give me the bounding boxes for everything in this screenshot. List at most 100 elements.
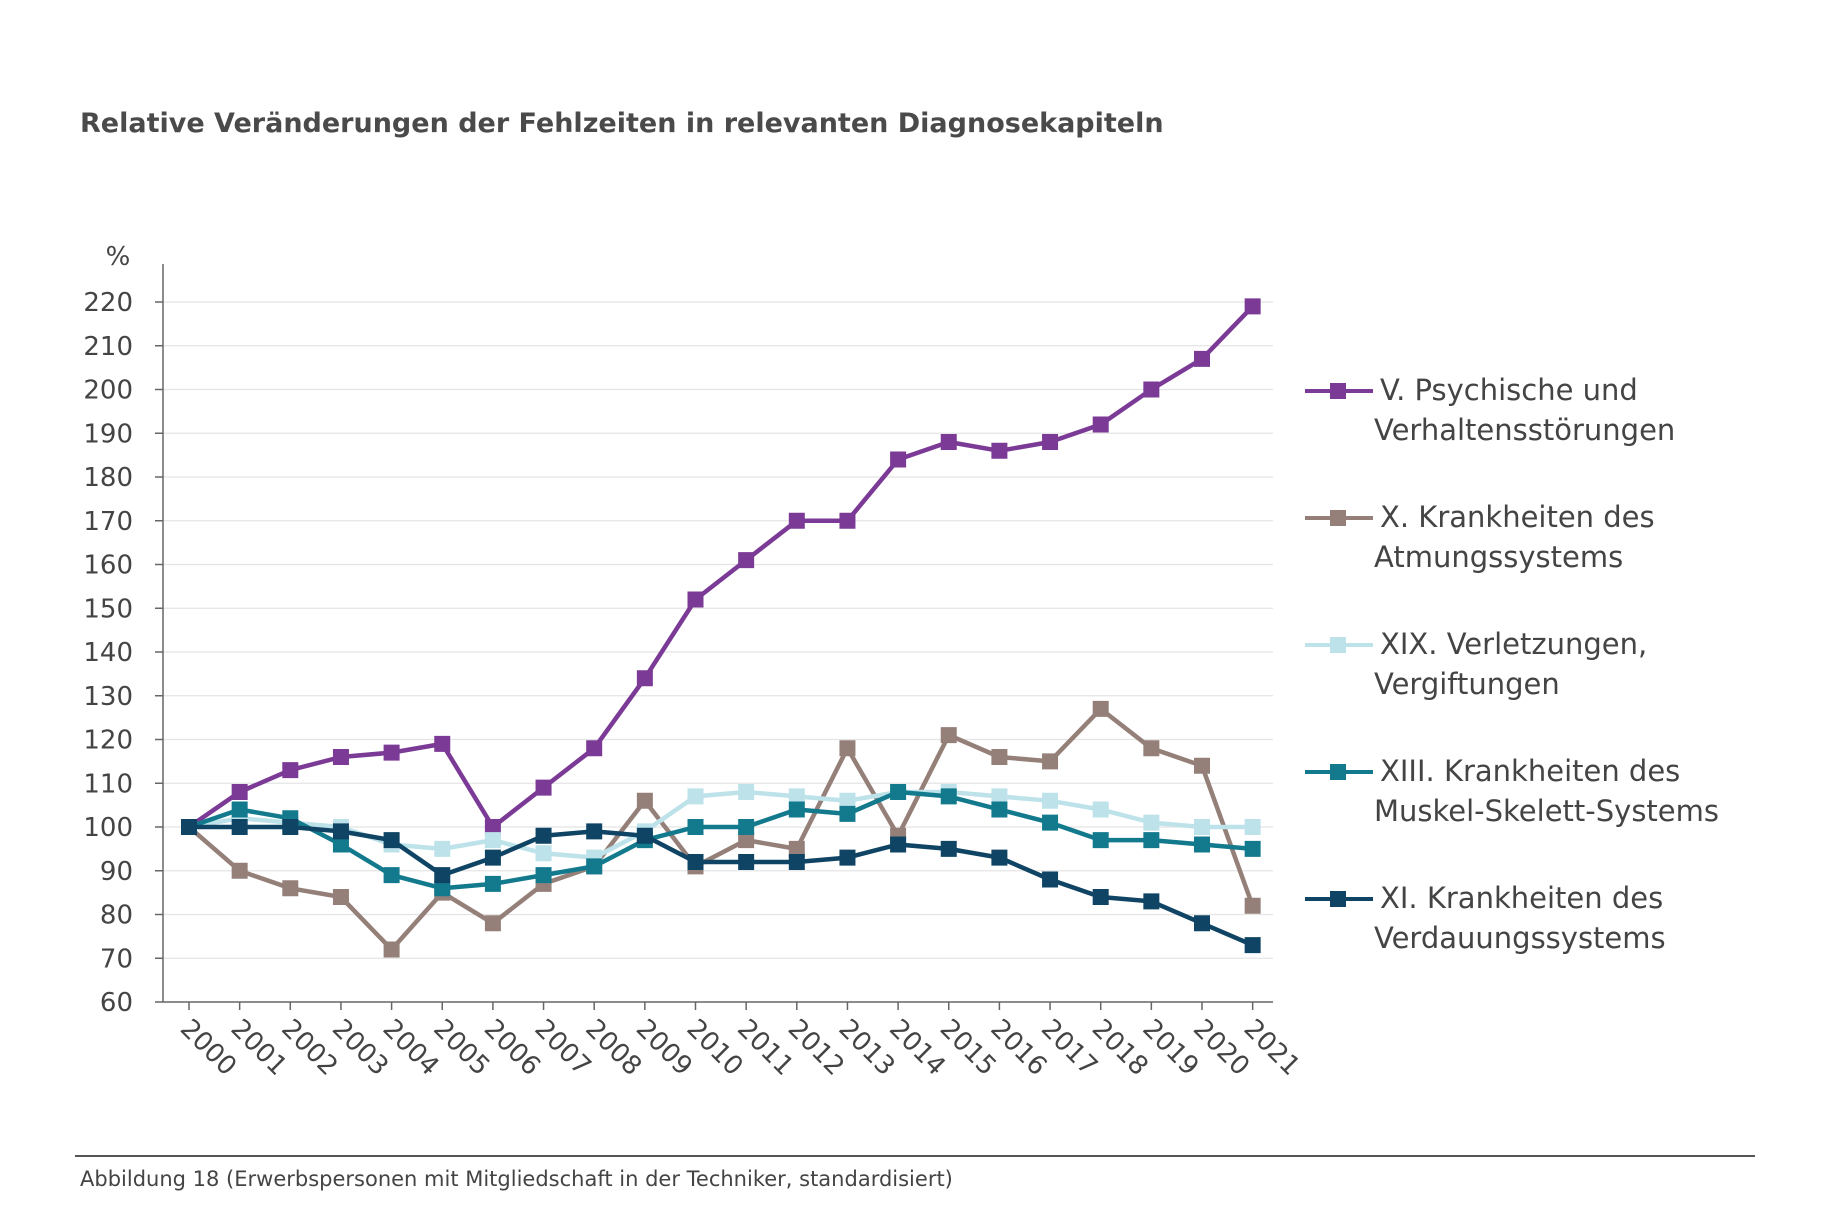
y-tick-label: 220 [83, 288, 133, 318]
data-point [535, 845, 552, 862]
data-point [1244, 937, 1261, 954]
data-point [231, 784, 248, 800]
x-tick-label: 2017 [1035, 1014, 1103, 1082]
x-tick-label: 2012 [782, 1014, 850, 1082]
x-tick-label: 2015 [934, 1014, 1002, 1082]
legend-label-line: Atmungssystems [1374, 540, 1624, 574]
x-tick-label: 2010 [681, 1014, 749, 1082]
data-point [1143, 832, 1160, 849]
y-tick-label: 60 [100, 988, 133, 1018]
data-point [434, 867, 451, 884]
legend-marker [1330, 383, 1346, 399]
y-axis-unit-label: % [106, 242, 131, 272]
series-lines [181, 298, 1261, 958]
data-point [687, 788, 704, 805]
data-point [484, 875, 501, 892]
x-tick-label: 2008 [579, 1014, 647, 1082]
series-line [189, 824, 1254, 948]
data-point [636, 670, 653, 687]
x-tick-label: 2021 [1238, 1014, 1306, 1082]
data-point [839, 792, 856, 809]
x-tick-label: 2007 [529, 1014, 597, 1082]
data-point [839, 740, 856, 757]
y-tick-label: 180 [83, 463, 133, 493]
data-point [434, 840, 451, 857]
y-tick-label: 210 [83, 332, 133, 362]
data-point [332, 823, 349, 840]
legend-label: V. Psychische und Verhaltensstörungen [1374, 370, 1675, 450]
legend-marker [1330, 891, 1346, 907]
data-point [940, 788, 957, 805]
x-tick-label: 2013 [833, 1014, 901, 1082]
y-tick-label: 200 [83, 376, 133, 406]
data-point [484, 832, 501, 849]
x-tick-label: 2019 [1136, 1014, 1204, 1082]
data-point [1092, 801, 1109, 818]
data-point [1143, 814, 1160, 831]
data-point [890, 836, 907, 853]
legend-item: V. Psychische und Verhaltensstörungen [1305, 370, 1805, 497]
data-point [788, 788, 805, 805]
x-tick-label: 2004 [377, 1014, 445, 1082]
series-line [188, 789, 1253, 891]
data-point [586, 823, 603, 840]
data-point [1042, 814, 1059, 831]
data-point [1194, 350, 1210, 367]
data-point [332, 836, 349, 853]
data-point [1244, 840, 1261, 857]
legend-marker [1330, 637, 1346, 653]
data-point [738, 819, 755, 835]
series-0 [181, 298, 1261, 835]
data-point [1042, 871, 1059, 888]
data-point [1143, 740, 1160, 757]
figure-caption: Abbildung 18 (Erwerbspersonen mit Mitgli… [80, 1167, 953, 1191]
data-point [434, 735, 451, 752]
series-4 [181, 819, 1261, 954]
data-point [636, 792, 653, 809]
data-point [484, 819, 501, 835]
x-tick-label: 2003 [326, 1014, 394, 1082]
x-tick-label: 2000 [174, 1014, 242, 1082]
data-point [940, 840, 957, 857]
data-point [687, 819, 704, 835]
y-tick-label: 120 [83, 726, 133, 756]
data-point [788, 840, 805, 857]
data-point [484, 849, 501, 866]
data-point [940, 434, 957, 450]
x-tick-label: 2011 [731, 1014, 799, 1082]
legend-label-line: Vergiftungen [1374, 667, 1560, 701]
legend-label-line: X. Krankheiten des [1380, 500, 1655, 534]
x-tick-label: 2009 [630, 1014, 698, 1082]
data-point [788, 512, 805, 529]
data-point [890, 784, 907, 800]
x-tick-labels: 2000200120022003200420052006200720082009… [174, 1014, 1306, 1082]
y-tick-label: 150 [83, 594, 133, 624]
x-tick-label: 2018 [1086, 1014, 1154, 1082]
y-tick-label: 190 [83, 419, 133, 449]
legend-item: XIX. Verletzungen, Vergiftungen [1305, 624, 1805, 751]
data-point [991, 801, 1008, 818]
data-point [1244, 897, 1261, 914]
data-point [231, 801, 248, 818]
y-tick-label: 130 [83, 682, 133, 712]
legend-label: X. Krankheiten des Atmungssystems [1374, 497, 1655, 577]
y-tick-label: 80 [100, 901, 133, 931]
data-point [788, 854, 805, 870]
data-point [788, 801, 805, 818]
x-tick-label: 2005 [427, 1014, 495, 1082]
data-point [1143, 893, 1160, 910]
legend-item: XIII. Krankheiten des Muskel-Skelett-Syst… [1305, 751, 1805, 878]
data-point [1244, 298, 1261, 315]
data-point [991, 849, 1008, 866]
legend-marker [1330, 764, 1346, 780]
y-tick-labels: 60 70 80 90 100 110 120 130 140 150 160 170 180 190 20… [83, 288, 133, 1018]
data-point [1194, 836, 1210, 853]
data-point [991, 442, 1008, 459]
data-point [1092, 889, 1109, 905]
data-point [1244, 819, 1261, 835]
series-3 [181, 784, 1261, 897]
y-tick-label: 140 [83, 638, 133, 668]
data-point [1042, 792, 1059, 809]
data-point [1194, 915, 1210, 932]
data-point [1042, 753, 1059, 770]
